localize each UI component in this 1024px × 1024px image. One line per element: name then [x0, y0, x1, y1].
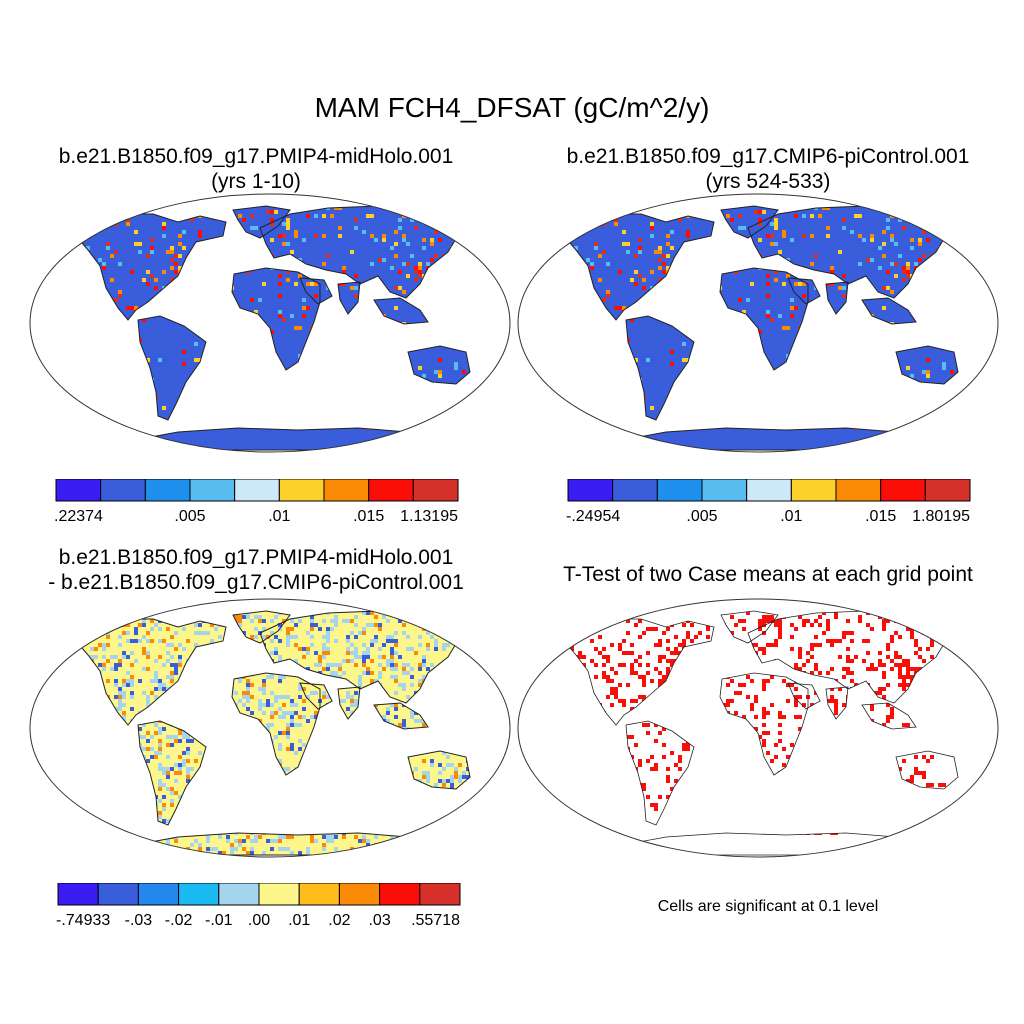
colorbar-box — [278, 479, 325, 502]
panel-title-difference: b.e21.B1850.f09_g17.PMIP4-midHolo.001 - … — [0, 545, 512, 595]
colorbar-box — [790, 479, 837, 502]
panel-title-line1: b.e21.B1850.f09_g17.PMIP4-midHolo.001 — [58, 546, 454, 569]
panel-title-line1: b.e21.B1850.f09_g17.PMIP4-midHolo.001 — [58, 145, 454, 168]
colorbar-label: -.01 — [205, 912, 233, 929]
colorbar-box — [144, 479, 191, 502]
colorbar-label: .01 — [780, 508, 802, 525]
panel-title-line2: (yrs 524-533) — [705, 170, 831, 193]
colorbar-box — [835, 479, 882, 502]
significance-note: Cells are significant at 0.1 level — [657, 898, 879, 915]
colorbar-label: -.02 — [165, 912, 193, 929]
map-difference — [29, 598, 511, 858]
panel-title-line2: - b.e21.B1850.f09_g17.CMIP6-piControl.00… — [48, 571, 464, 594]
colorbar-label: .005 — [174, 508, 205, 525]
colorbar-label: -.74933 — [56, 912, 110, 929]
colorbar-box — [189, 479, 236, 502]
colorbar-label: .03 — [368, 912, 390, 929]
colorbar-box — [258, 883, 300, 906]
colorbar-box — [746, 479, 792, 502]
colorbar-box — [100, 479, 146, 502]
panel-title-picontrol: b.e21.B1850.f09_g17.CMIP6-piControl.001 … — [512, 144, 1024, 194]
colorbar-box — [379, 883, 421, 906]
colorbar-box — [412, 479, 459, 502]
colorbar-label: -.03 — [125, 912, 153, 929]
colorbar-box — [234, 479, 280, 502]
colorbar-label: -.24954 — [566, 508, 620, 525]
colorbar-box — [656, 479, 703, 502]
colorbar-label: .02 — [328, 912, 350, 929]
colorbar-label: .01 — [288, 912, 310, 929]
colorbar-box — [924, 479, 971, 502]
colorbar-picontrol: -.24954 .005 .01 .015 1.80195 — [566, 479, 971, 525]
figure-title: MAM FCH4_DFSAT (gC/m^2/y) — [314, 92, 710, 123]
panel-title-line2: (yrs 1-10) — [211, 170, 301, 193]
colorbar-label: .015 — [353, 508, 384, 525]
colorbar-box — [97, 883, 139, 906]
colorbar-label: .22374 — [54, 508, 103, 525]
map-ttest — [517, 598, 999, 858]
colorbar-label: 1.80195 — [912, 508, 970, 525]
map-picontrol — [517, 193, 999, 453]
colorbar-midholo: .22374 .005 .01 .015 1.13195 — [54, 479, 459, 525]
colorbar-label: .00 — [248, 912, 270, 929]
panel-title-ttest: T-Test of two Case means at each grid po… — [563, 563, 973, 586]
colorbar-box — [323, 479, 370, 502]
colorbar-box — [55, 479, 102, 502]
colorbar-difference: -.74933 -.03 -.02 -.01 .00 .01 .02 .03 .55718 — [56, 883, 461, 929]
colorbar-label: 1.13195 — [400, 508, 458, 525]
colorbar-box — [298, 883, 340, 906]
colorbar-label: .005 — [686, 508, 717, 525]
colorbar-label: .01 — [268, 508, 290, 525]
colorbar-box — [218, 883, 260, 906]
colorbar-box — [137, 883, 180, 906]
colorbar-label: .015 — [865, 508, 896, 525]
panel-title-line1: b.e21.B1850.f09_g17.CMIP6-piControl.001 — [566, 145, 970, 168]
colorbar-box — [419, 883, 461, 906]
colorbar-box — [57, 883, 99, 906]
colorbar-label: .55718 — [411, 912, 460, 929]
colorbar-box — [338, 883, 381, 906]
colorbar-box — [567, 479, 614, 502]
panel-title-midholo: b.e21.B1850.f09_g17.PMIP4-midHolo.001 (y… — [0, 144, 512, 194]
colorbar-box — [178, 883, 220, 906]
colorbar-box — [612, 479, 658, 502]
colorbar-box — [368, 479, 414, 502]
colorbar-box — [701, 479, 748, 502]
colorbar-box — [880, 479, 926, 502]
map-midholo — [29, 193, 511, 453]
